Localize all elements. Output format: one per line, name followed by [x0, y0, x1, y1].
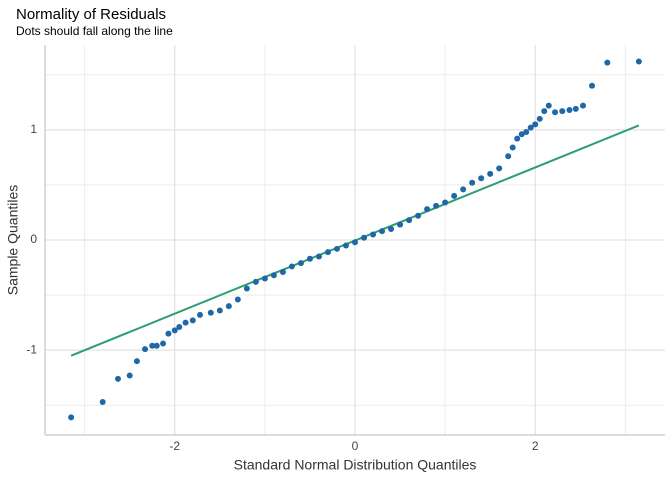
x-tick-label: 0: [352, 439, 359, 453]
residual-point: [126, 372, 133, 379]
residual-point: [279, 268, 286, 275]
residual-point: [541, 108, 548, 115]
residual-point: [370, 231, 377, 238]
residual-point: [99, 398, 106, 405]
residual-point: [469, 179, 476, 186]
residual-point: [505, 153, 512, 160]
residual-point: [523, 129, 530, 136]
residual-point: [572, 105, 579, 112]
residual-point: [451, 192, 458, 199]
residual-point: [225, 303, 232, 310]
residual-point: [197, 311, 203, 318]
residual-point: [333, 245, 340, 252]
residual-point: [133, 358, 140, 365]
residual-point: [165, 330, 172, 337]
residual-point: [352, 239, 358, 246]
residual-point: [388, 225, 395, 232]
residual-point: [270, 272, 277, 279]
residual-point: [442, 199, 449, 206]
residual-point: [514, 135, 521, 142]
residual-point: [160, 340, 167, 347]
y-tick-label: 1: [30, 122, 37, 136]
x-axis-title: Standard Normal Distribution Quantiles: [234, 457, 477, 473]
residual-point: [216, 307, 223, 314]
residual-point: [176, 324, 183, 331]
residual-point: [342, 242, 349, 249]
residual-point: [487, 170, 494, 177]
residual-point: [68, 414, 75, 421]
residual-point: [397, 221, 404, 228]
residual-point: [460, 186, 467, 193]
residual-point: [496, 165, 503, 172]
residual-point: [552, 109, 559, 116]
residual-point: [545, 102, 552, 109]
y-tick-label: -1: [26, 342, 37, 356]
residual-point: [149, 342, 156, 349]
residual-point: [559, 108, 566, 115]
x-tick-label: -2: [169, 439, 180, 453]
residual-point: [234, 296, 241, 303]
y-tick-label: 0: [30, 232, 37, 246]
residual-point: [589, 82, 596, 89]
residual-point: [536, 115, 543, 122]
residual-point: [361, 234, 368, 241]
residual-point: [315, 253, 322, 260]
residual-point: [252, 278, 259, 285]
residual-point: [153, 342, 160, 349]
chart-title: Normality of Residuals: [16, 6, 166, 23]
residual-point: [114, 375, 121, 382]
residual-point: [527, 124, 534, 131]
residual-point: [288, 263, 295, 270]
residual-point: [415, 212, 422, 219]
residual-point: [379, 228, 386, 235]
residual-point: [189, 317, 196, 324]
y-axis-title: Sample Quantiles: [5, 185, 21, 296]
residual-point: [171, 327, 178, 334]
residual-point: [433, 202, 440, 209]
residual-point: [182, 319, 189, 326]
residual-point: [635, 58, 642, 65]
residual-point: [406, 217, 413, 224]
residual-point: [324, 249, 331, 256]
residual-point: [142, 346, 149, 353]
residual-point: [518, 131, 525, 138]
residual-point: [478, 175, 485, 182]
residual-point: [509, 144, 516, 151]
residual-point: [261, 275, 268, 282]
residual-point: [207, 309, 214, 316]
residual-point: [243, 285, 250, 292]
residual-point: [297, 260, 304, 267]
x-tick-label: 2: [532, 439, 539, 453]
residual-point: [424, 206, 431, 213]
residual-point: [566, 107, 573, 113]
residual-point: [604, 59, 611, 66]
residual-point: [306, 255, 313, 262]
residual-point: [579, 102, 586, 109]
residual-point: [532, 121, 539, 128]
chart-subtitle: Dots should fall along the line: [16, 24, 173, 38]
